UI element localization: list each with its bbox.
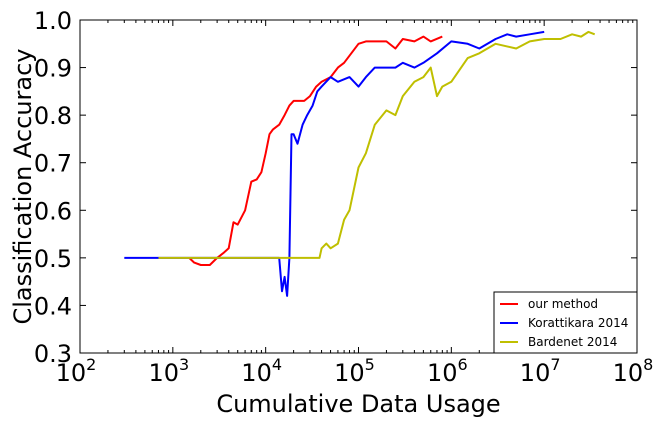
x-tick-label: 104 bbox=[241, 355, 282, 387]
x-tick-base: 10 bbox=[334, 359, 365, 387]
x-tick-base: 10 bbox=[241, 359, 272, 387]
y-tick-label: 0.4 bbox=[34, 292, 72, 320]
x-tick-label: 103 bbox=[148, 355, 189, 387]
x-tick-label: 108 bbox=[613, 355, 654, 387]
y-tick-label: 0.5 bbox=[34, 245, 72, 273]
x-tick-base: 10 bbox=[520, 359, 551, 387]
y-tick-label: 0.9 bbox=[34, 55, 72, 83]
legend: our method Korattikara 2014 Bardenet 2014 bbox=[493, 291, 638, 354]
x-tick-exponent: 5 bbox=[365, 355, 375, 374]
y-tick-label: 0.6 bbox=[34, 197, 72, 225]
x-tick-exponent: 8 bbox=[643, 355, 653, 374]
x-tick-exponent: 2 bbox=[86, 355, 96, 374]
x-tick-exponent: 7 bbox=[550, 355, 560, 374]
x-tick-base: 10 bbox=[427, 359, 458, 387]
x-tick-label: 102 bbox=[56, 355, 97, 387]
tick-labels: 102 103 104 105 106 107 1080.30.40.50.60.70.80… bbox=[34, 7, 654, 387]
series-line-1 bbox=[124, 30, 545, 297]
x-tick-label: 107 bbox=[520, 355, 561, 387]
x-tick-base: 10 bbox=[613, 359, 644, 387]
x-tick-label: 105 bbox=[334, 355, 375, 387]
x-tick-base: 10 bbox=[56, 359, 87, 387]
y-axis-label: Classification Accuracy bbox=[9, 49, 37, 325]
x-tick-label: 106 bbox=[427, 355, 468, 387]
plot-lines bbox=[124, 30, 596, 297]
series-line-0 bbox=[188, 35, 443, 266]
legend-entry: Bardenet 2014 bbox=[528, 335, 617, 349]
y-tick-label: 0.7 bbox=[34, 150, 72, 178]
y-tick-label: 0.3 bbox=[34, 340, 72, 368]
legend-entry: Korattikara 2014 bbox=[528, 316, 628, 330]
series-line-2 bbox=[158, 30, 596, 259]
x-tick-exponent: 3 bbox=[179, 355, 189, 374]
x-tick-base: 10 bbox=[148, 359, 179, 387]
legend-entry: our method bbox=[528, 297, 598, 311]
x-axis-label: Cumulative Data Usage bbox=[216, 390, 500, 418]
x-tick-exponent: 6 bbox=[458, 355, 468, 374]
x-tick-exponent: 4 bbox=[272, 355, 282, 374]
y-tick-label: 0.8 bbox=[34, 102, 72, 130]
y-tick-label: 1.0 bbox=[34, 7, 72, 35]
